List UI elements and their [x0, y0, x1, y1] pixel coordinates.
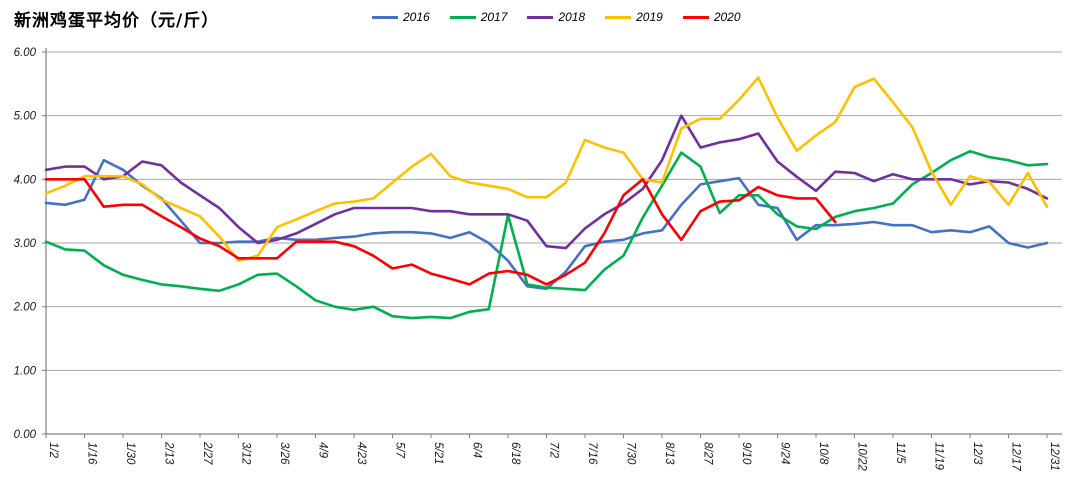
y-tick-label: 4.00 — [14, 174, 37, 186]
x-tick-label: 5/21 — [432, 442, 444, 464]
legend-label-2016: 2016 — [403, 10, 430, 24]
x-tick-label: 11/5 — [894, 442, 906, 464]
x-axis-labels: 1/2 1/16 1/30 2/13 2/27 3/12 3/26 4/9 4/23 5/7 5/2… — [45, 434, 1060, 471]
x-tick-label: 3/26 — [278, 442, 290, 465]
x-tick-label: 2/27 — [201, 441, 213, 465]
legend-item-2018: 2018 — [527, 10, 585, 24]
series-line-2018 — [44, 114, 1049, 250]
x-tick-label: 2/13 — [163, 441, 175, 465]
x-tick-label: 10/22 — [856, 442, 868, 471]
x-tick-label: 12/31 — [1048, 442, 1060, 471]
x-tick-label: 10/8 — [817, 442, 829, 465]
x-tick-label: 7/2 — [548, 442, 560, 459]
legend-item-2019: 2019 — [605, 10, 663, 24]
x-tick-label: 1/2 — [47, 442, 59, 459]
x-tick-label: 3/12 — [240, 442, 252, 465]
x-tick-label: 7/30 — [625, 442, 637, 465]
legend-line-swatch-2020 — [682, 15, 709, 19]
y-tick-label: 5.00 — [14, 111, 37, 123]
y-tick-label: 1.00 — [14, 365, 37, 377]
x-tick-label: 4/23 — [355, 442, 367, 465]
legend-label-2019: 2019 — [636, 10, 663, 24]
legend-line-swatch-2016 — [372, 15, 398, 19]
y-tick-label: 3.00 — [14, 238, 37, 250]
y-tick-label: 2.00 — [13, 302, 37, 314]
legend-item-2017: 2017 — [449, 10, 508, 24]
legend-line-swatch-2017 — [449, 15, 476, 19]
x-tick-label: 9/24 — [779, 442, 791, 464]
series-line-2017 — [44, 150, 1049, 320]
legend-label-2018: 2018 — [558, 10, 586, 24]
x-tick-label: 9/10 — [740, 442, 752, 465]
x-tick-label: 1/30 — [124, 442, 136, 465]
legend-item-2020: 2020 — [682, 10, 741, 24]
series-line-2020 — [44, 178, 837, 286]
x-tick-label: 8/27 — [702, 442, 714, 465]
y-axis-labels: 0.00 1.00 2.00 3.00 4.00 5.00 6.00 — [13, 47, 37, 441]
series-lines — [44, 76, 1049, 320]
x-tick-label: 6/18 — [509, 442, 521, 465]
x-tick-label: 8/13 — [663, 442, 675, 465]
x-tick-label: 11/19 — [933, 442, 945, 471]
x-tick-label: 7/16 — [586, 442, 598, 465]
x-tick-label: 4/9 — [317, 442, 329, 459]
x-tick-label: 12/3 — [971, 442, 983, 465]
x-tick-label: 6/4 — [471, 442, 483, 458]
legend-item-2016: 2016 — [372, 10, 430, 24]
legend: 2016 2017 2018 2019 2020 — [372, 10, 741, 24]
legend-line-swatch-2019 — [605, 15, 632, 19]
y-tick-label: 0.00 — [14, 429, 37, 441]
legend-line-swatch-2018 — [527, 15, 554, 19]
x-tick-label: 5/7 — [394, 442, 406, 459]
legend-label-2017: 2017 — [480, 10, 508, 24]
chart-title: 新洲鸡蛋平均价（元/斤） — [14, 11, 220, 31]
legend-label-2020: 2020 — [713, 10, 741, 24]
x-tick-label: 1/16 — [86, 442, 98, 465]
x-tick-label: 12/17 — [1010, 442, 1022, 471]
gridlines — [42, 51, 1062, 435]
series-line-2019 — [44, 76, 1049, 263]
y-tick-label: 6.00 — [14, 47, 37, 59]
